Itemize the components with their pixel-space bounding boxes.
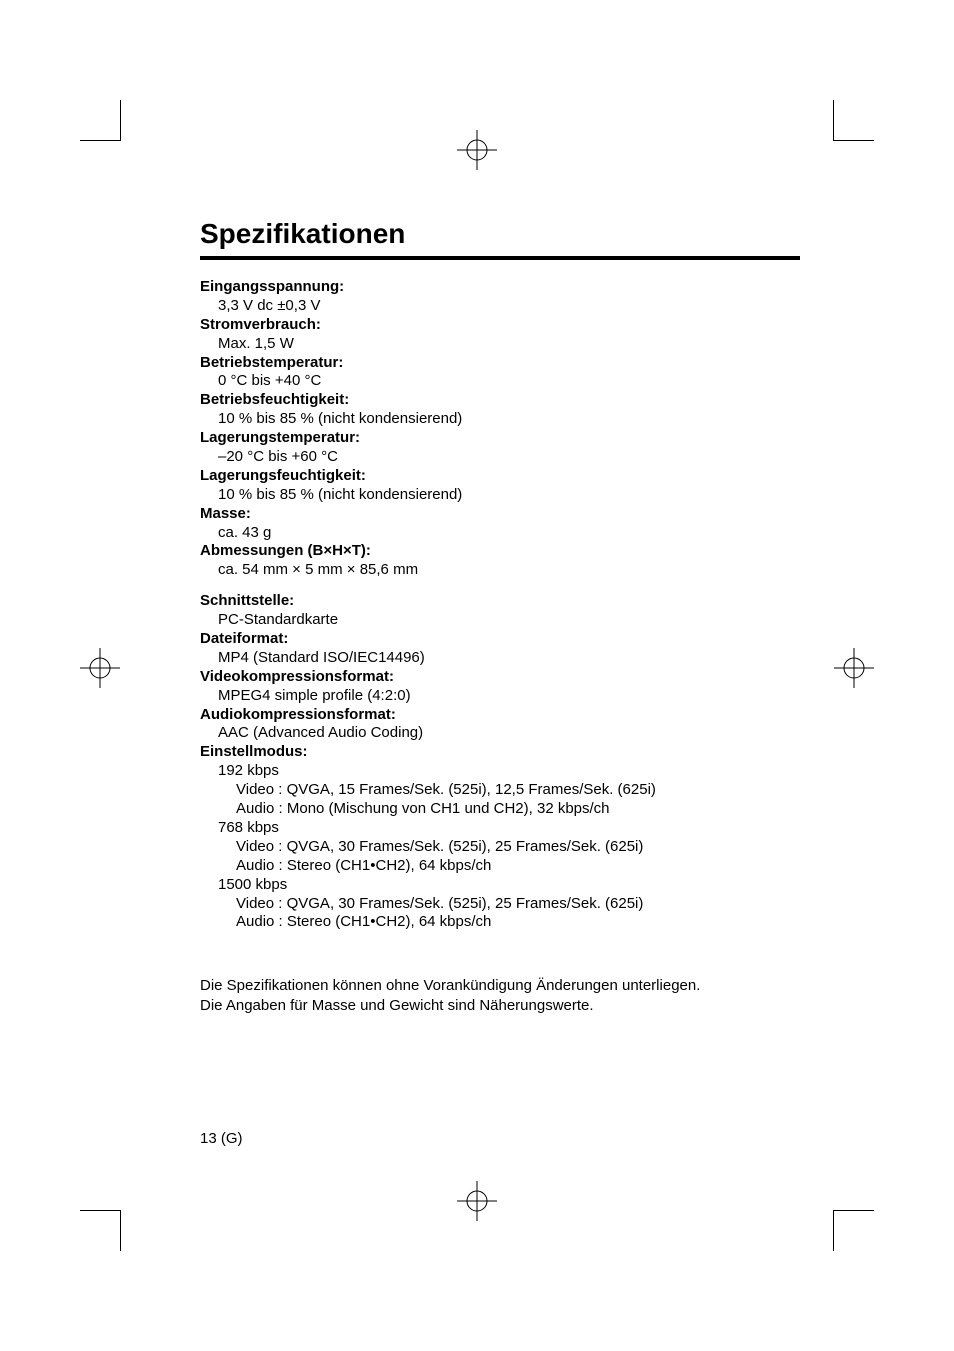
- spec-value: 10 % bis 85 % (nicht kondensierend): [218, 486, 800, 505]
- page-number: 13 (G): [200, 1130, 243, 1147]
- spec-mode-detail: Audio : Mono (Mischung von CH1 und CH2),…: [236, 800, 800, 819]
- spec-mode-heading: 1500 kbps: [218, 876, 800, 895]
- spec-label: Schnittstelle:: [200, 592, 800, 611]
- spec-value: 0 °C bis +40 °C: [218, 372, 800, 391]
- registration-mark-bottom: [457, 1181, 497, 1221]
- page-content: Spezifikationen Eingangsspannung: 3,3 V …: [200, 218, 800, 1015]
- spec-label: Videokompressionsformat:: [200, 668, 800, 687]
- spec-label: Einstellmodus:: [200, 743, 800, 762]
- registration-mark-top: [457, 130, 497, 170]
- footnote-line: Die Spezifikationen können ohne Vorankün…: [200, 976, 800, 996]
- crop-mark-tl: [80, 100, 121, 141]
- spec-label: Masse:: [200, 505, 800, 524]
- spec-value: 3,3 V dc ±0,3 V: [218, 297, 800, 316]
- spec-value: ca. 54 mm × 5 mm × 85,6 mm: [218, 561, 800, 580]
- spec-mode-detail: Audio : Stereo (CH1•CH2), 64 kbps/ch: [236, 857, 800, 876]
- spec-label: Eingangsspannung:: [200, 278, 800, 297]
- spec-value: MPEG4 simple profile (4:2:0): [218, 687, 800, 706]
- title-rule: [200, 256, 800, 260]
- registration-mark-left: [80, 648, 120, 688]
- registration-mark-right: [834, 648, 874, 688]
- spec-value: Max. 1,5 W: [218, 335, 800, 354]
- spec-label: Betriebstemperatur:: [200, 354, 800, 373]
- spec-mode-heading: 768 kbps: [218, 819, 800, 838]
- crop-mark-tr: [833, 100, 874, 141]
- spec-value: 10 % bis 85 % (nicht kondensierend): [218, 410, 800, 429]
- footnote: Die Spezifikationen können ohne Vorankün…: [200, 976, 800, 1015]
- spec-value: MP4 (Standard ISO/IEC14496): [218, 649, 800, 668]
- spec-mode-detail: Video : QVGA, 30 Frames/Sek. (525i), 25 …: [236, 838, 800, 857]
- spec-value: PC-Standardkarte: [218, 611, 800, 630]
- spec-label: Lagerungsfeuchtigkeit:: [200, 467, 800, 486]
- spec-value: ca. 43 g: [218, 524, 800, 543]
- spec-value: AAC (Advanced Audio Coding): [218, 724, 800, 743]
- footnote-line: Die Angaben für Masse und Gewicht sind N…: [200, 996, 800, 1016]
- spec-label: Lagerungstemperatur:: [200, 429, 800, 448]
- spec-label: Betriebsfeuchtigkeit:: [200, 391, 800, 410]
- specs-block: Eingangsspannung: 3,3 V dc ±0,3 V Stromv…: [200, 278, 800, 932]
- spec-value: –20 °C bis +60 °C: [218, 448, 800, 467]
- spec-mode-heading: 192 kbps: [218, 762, 800, 781]
- crop-mark-bl: [80, 1210, 121, 1251]
- spec-mode-detail: Video : QVGA, 15 Frames/Sek. (525i), 12,…: [236, 781, 800, 800]
- spec-mode-detail: Audio : Stereo (CH1•CH2), 64 kbps/ch: [236, 913, 800, 932]
- spec-mode-detail: Video : QVGA, 30 Frames/Sek. (525i), 25 …: [236, 895, 800, 914]
- spec-label: Audiokompressionsformat:: [200, 706, 800, 725]
- spec-label: Abmessungen (B×H×T):: [200, 542, 800, 561]
- spec-label: Stromverbrauch:: [200, 316, 800, 335]
- page-title: Spezifikationen: [200, 218, 800, 250]
- spec-label: Dateiformat:: [200, 630, 800, 649]
- crop-mark-br: [833, 1210, 874, 1251]
